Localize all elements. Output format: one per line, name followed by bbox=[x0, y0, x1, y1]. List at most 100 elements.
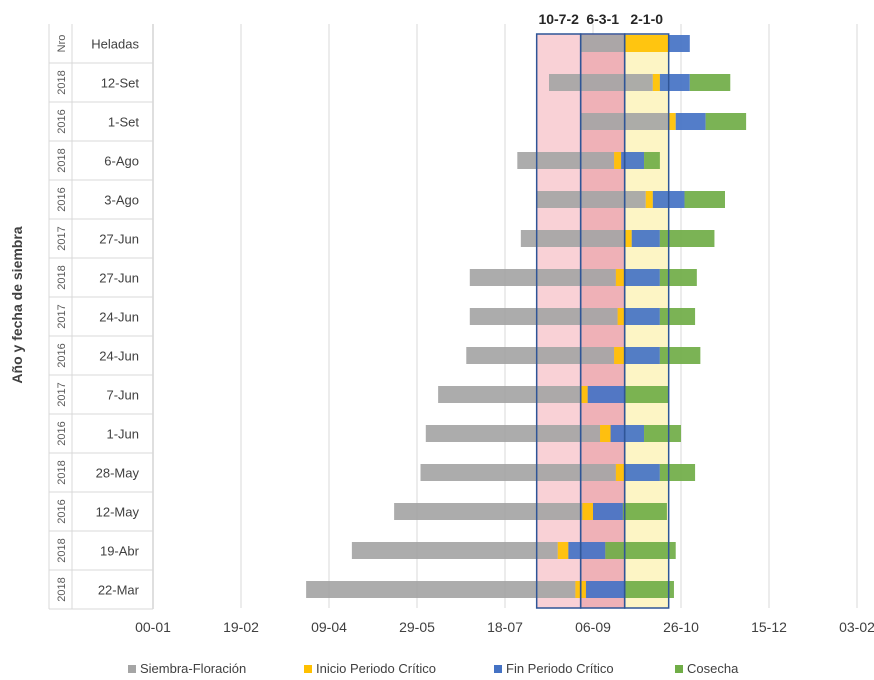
bar-segment-fin bbox=[621, 152, 645, 169]
x-tick-label: 09-04 bbox=[311, 619, 347, 635]
year-label: 2018 bbox=[56, 577, 68, 601]
bar-segment-siembra bbox=[469, 269, 616, 286]
legend-swatch bbox=[494, 665, 502, 673]
date-label: 24-Jun bbox=[99, 310, 139, 325]
bar-segment-siembra bbox=[469, 308, 618, 325]
legend-swatch bbox=[304, 665, 312, 673]
y-axis-label: Año y fecha de siembra bbox=[9, 226, 25, 383]
bar-segment-siembra bbox=[306, 581, 576, 598]
bar-segment-fin bbox=[659, 74, 690, 91]
bar-segment-siembra bbox=[624, 113, 669, 130]
bar-segment-inicio bbox=[615, 464, 625, 481]
year-label: 2017 bbox=[56, 304, 68, 328]
bar-segment-siembra bbox=[580, 113, 625, 130]
bar-segment-cosecha bbox=[605, 542, 676, 559]
bar-segment-siembra bbox=[351, 542, 558, 559]
date-label: 3-Ago bbox=[104, 193, 139, 208]
bar-segment-cosecha bbox=[659, 230, 715, 247]
bar-segment-cosecha bbox=[659, 347, 701, 364]
bar-segment-siembra bbox=[549, 74, 625, 91]
bar-segment-inicio bbox=[614, 152, 622, 169]
bar-segment-fin bbox=[624, 269, 660, 286]
date-label: 1-Set bbox=[108, 115, 139, 130]
bar-segment-inicio bbox=[652, 74, 660, 91]
bar-segment-siembra bbox=[438, 386, 581, 403]
category-table: Nro Heladas 2018 12-Set 2016 1-Set 2018 6-Ago 20… bbox=[48, 24, 154, 610]
bar-segment-fin bbox=[668, 35, 690, 52]
bar-segment-siembra bbox=[517, 152, 615, 169]
x-tick-label: 06-09 bbox=[575, 619, 611, 635]
x-axis: 00-01 19-02 09-04 29-05 18-07 06-09 26-10 15-12… bbox=[135, 619, 874, 635]
legend-swatch bbox=[128, 665, 136, 673]
year-label: 2017 bbox=[56, 226, 68, 250]
date-label: 22-Mar bbox=[98, 583, 140, 598]
date-label: 6-Ago bbox=[104, 154, 139, 169]
date-label: 7-Jun bbox=[106, 388, 139, 403]
legend: Siembra-Floración Inicio Periodo Crítico F… bbox=[128, 661, 739, 676]
bar-segment-siembra bbox=[624, 74, 653, 91]
date-label: 12-May bbox=[96, 505, 140, 520]
bar-segment-inicio bbox=[617, 308, 625, 325]
bar-segment-fin bbox=[568, 542, 606, 559]
bar-segment-inicio bbox=[615, 269, 625, 286]
date-label: Heladas bbox=[91, 37, 139, 52]
bar-segment-siembra bbox=[420, 464, 616, 481]
bar-segment-siembra bbox=[394, 503, 583, 520]
year-label: 2018 bbox=[56, 265, 68, 289]
bar-segment-inicio bbox=[668, 113, 676, 130]
bar-segment-cosecha bbox=[659, 464, 696, 481]
bar-segment-siembra bbox=[466, 347, 615, 364]
legend-label: Cosecha bbox=[687, 661, 739, 676]
bar-segment-fin bbox=[593, 503, 623, 520]
date-label: 1-Jun bbox=[106, 427, 139, 442]
bar-segment-inicio bbox=[624, 230, 632, 247]
date-label: 27-Jun bbox=[99, 232, 139, 247]
date-label: 28-May bbox=[96, 466, 140, 481]
bar-segment-fin bbox=[624, 308, 660, 325]
date-label: 19-Abr bbox=[100, 544, 140, 559]
bar-segment-fin bbox=[624, 464, 660, 481]
year-label: 2018 bbox=[56, 148, 68, 172]
bar-segment-fin bbox=[587, 386, 625, 403]
bar-segment-siembra bbox=[425, 425, 601, 442]
x-tick-label: 18-07 bbox=[487, 619, 523, 635]
x-tick-label: 26-10 bbox=[663, 619, 699, 635]
bar-segment-fin bbox=[610, 425, 645, 442]
bar-segment-inicio bbox=[600, 425, 611, 442]
legend-swatch bbox=[675, 665, 683, 673]
bar-segment-fin bbox=[624, 347, 660, 364]
x-tick-label: 03-02 bbox=[839, 619, 874, 635]
year-label: 2016 bbox=[56, 343, 68, 367]
bar-segment-cosecha bbox=[659, 269, 697, 286]
bar-segment-siembra bbox=[536, 191, 646, 208]
x-tick-label: 15-12 bbox=[751, 619, 787, 635]
year-label: 2018 bbox=[56, 70, 68, 94]
year-label: 2016 bbox=[56, 187, 68, 211]
legend-label: Siembra-Floración bbox=[140, 661, 246, 676]
bars bbox=[306, 35, 747, 598]
frost-band-border bbox=[623, 33, 670, 609]
bar-segment-cosecha bbox=[689, 74, 731, 91]
bar-segment-inicio bbox=[645, 191, 653, 208]
bar-segment-cosecha bbox=[644, 425, 681, 442]
frost-band-label: 6-3-1 bbox=[586, 11, 619, 27]
bar-segment-cosecha bbox=[644, 152, 660, 169]
bar-segment-cosecha bbox=[622, 503, 667, 520]
bar-segment-siembra bbox=[580, 35, 625, 52]
year-label: 2016 bbox=[56, 109, 68, 133]
bar-segment-inicio bbox=[614, 347, 625, 364]
year-label: 2018 bbox=[56, 538, 68, 562]
year-label: 2016 bbox=[56, 421, 68, 445]
x-tick-label: 29-05 bbox=[399, 619, 435, 635]
bar-segment-fin bbox=[585, 581, 625, 598]
bar-segment-cosecha bbox=[624, 386, 669, 403]
bar-segment-fin bbox=[631, 230, 660, 247]
year-label: 2016 bbox=[56, 499, 68, 523]
frost-band-borders: 10-7-2 6-3-1 2-1-0 bbox=[535, 11, 670, 609]
date-label: 12-Set bbox=[101, 76, 140, 91]
legend-label: Inicio Periodo Crítico bbox=[316, 661, 436, 676]
x-tick-label: 19-02 bbox=[223, 619, 259, 635]
date-label: 27-Jun bbox=[99, 271, 139, 286]
bar-segment-inicio bbox=[557, 542, 569, 559]
